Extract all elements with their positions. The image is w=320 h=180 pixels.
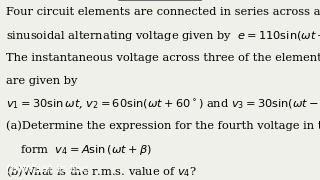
Text: (b)What is the r.m.s. value of $v_4$?: (b)What is the r.m.s. value of $v_4$? [6,164,197,179]
Text: Four circuit elements are connected in series across a: Four circuit elements are connected in s… [6,7,320,17]
Text: form  $v_4 = A\sin\left(\omega t + \beta\right)$: form $v_4 = A\sin\left(\omega t + \beta\… [6,143,152,157]
Text: (a)Determine the expression for the fourth voltage in the: (a)Determine the expression for the four… [6,120,320,130]
Text: are given by: are given by [6,76,78,86]
Text: sinusoidal alternating voltage given by  $e = 110\sin(\omega t + 30^\circ)$.: sinusoidal alternating voltage given by … [6,30,320,44]
Text: The instantaneous voltage across three of the elements: The instantaneous voltage across three o… [6,53,320,63]
Text: $v_1 = 30\sin\omega t$, $v_2 = 60\sin(\omega t + 60^\circ)$ and $v_3 = 30\sin(\o: $v_1 = 30\sin\omega t$, $v_2 = 60\sin(\o… [6,97,320,111]
Text: (b)What is the: (b)What is the [6,164,92,174]
